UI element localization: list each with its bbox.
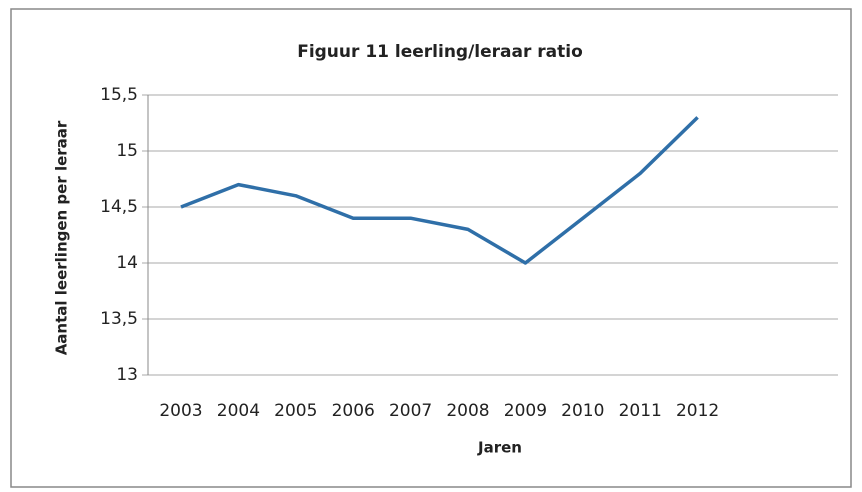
x-tick-label: 2003 — [159, 401, 202, 421]
y-tick-label: 13,5 — [100, 309, 138, 329]
x-tick-label: 2007 — [389, 401, 432, 421]
y-tick-label: 14,5 — [100, 197, 138, 217]
x-tick-label: 2004 — [217, 401, 260, 421]
x-tick-label: 2009 — [504, 401, 547, 421]
x-axis-label: Jaren — [477, 439, 522, 457]
x-tick-label: 2005 — [274, 401, 317, 421]
y-tick-label: 15,5 — [100, 85, 138, 105]
y-tick-label: 14 — [116, 253, 138, 273]
y-axis-label: Aantal leerlingen per leraar — [53, 120, 71, 355]
data-line — [180, 116, 699, 265]
chart-frame — [10, 8, 852, 488]
x-tick-label: 2012 — [676, 401, 719, 421]
chart-title: Figuur 11 leerling/leraar ratio — [297, 42, 583, 62]
y-tick-label: 13 — [116, 365, 138, 385]
x-tick-label: 2006 — [332, 401, 375, 421]
x-tick-label: 2010 — [561, 401, 604, 421]
x-tick-label: 2011 — [619, 401, 662, 421]
y-tick-label: 15 — [116, 141, 138, 161]
x-tick-label: 2008 — [446, 401, 489, 421]
